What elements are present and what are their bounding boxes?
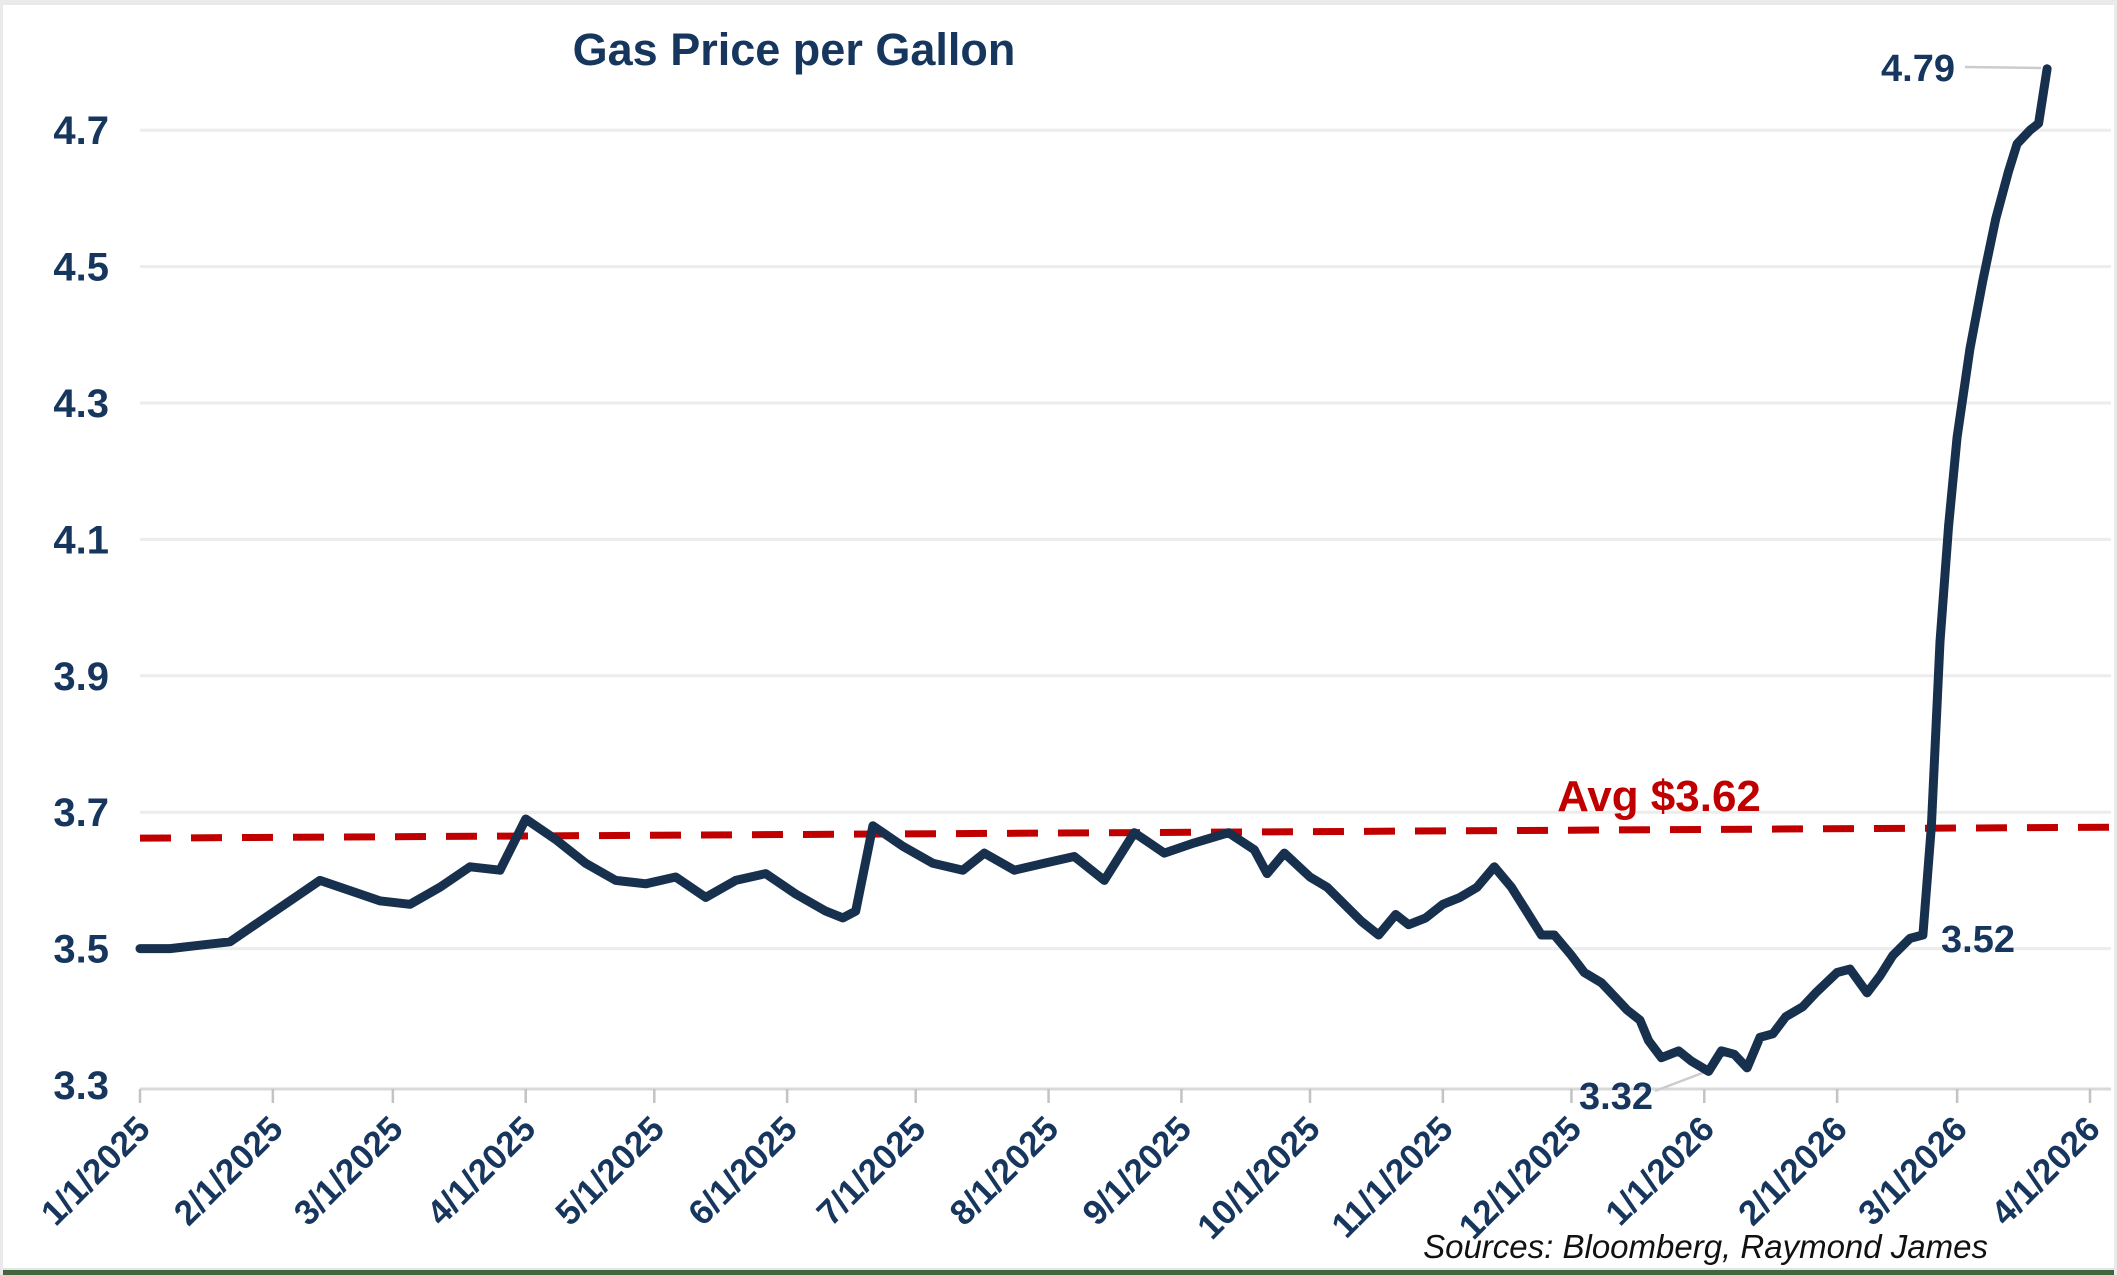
bottom-divider-line: [3, 1268, 2114, 1270]
x-tick-label: 2/1/2025: [167, 1109, 291, 1233]
avg-line-label: Avg $3.62: [1557, 772, 1761, 821]
x-tick-label: 3/1/2025: [287, 1109, 411, 1233]
y-tick-label: 4.7: [53, 109, 109, 153]
x-tick-label: 4/1/2026: [1984, 1109, 2108, 1233]
chart-title: Gas Price per Gallon: [573, 24, 1016, 75]
x-tick-label: 12/1/2025: [1451, 1109, 1589, 1247]
bottom-green-bar: [3, 1270, 2114, 1275]
price-line: [135, 64, 2052, 1076]
source-note: Sources: Bloomberg, Raymond James: [1423, 1228, 1988, 1265]
gridlines: [140, 128, 2111, 951]
annotation-low-value: 3.32: [1579, 1076, 1653, 1118]
y-tick-label: 3.3: [53, 1064, 109, 1108]
annotation-low-leader-line: [1654, 1070, 1706, 1093]
y-tick-label: 4.3: [53, 382, 109, 426]
annotation-high-value: 4.79: [1881, 48, 1955, 90]
x-tick-label: 8/1/2025: [942, 1109, 1066, 1233]
y-tick-label: 3.5: [53, 928, 109, 972]
x-tick-label: 1/1/2026: [1598, 1109, 1722, 1233]
y-tick-label: 4.5: [53, 246, 109, 290]
x-tick-label: 10/1/2025: [1190, 1109, 1328, 1247]
annotation-prespike-value: 3.52: [1941, 919, 2015, 961]
x-tick-label: 2/1/2026: [1731, 1109, 1855, 1233]
x-tick-label: 7/1/2025: [809, 1109, 933, 1233]
y-axis-labels: 3.3 3.5 3.7 3.9 4.1 4.3 4.5 4.7: [53, 109, 109, 1108]
x-tick-label: 11/1/2025: [1324, 1109, 1460, 1245]
y-tick-label: 3.7: [53, 791, 109, 835]
x-tick-label: 3/1/2026: [1851, 1109, 1975, 1233]
average-dashed-line: [139, 823, 2112, 842]
y-tick-label: 4.1: [53, 518, 109, 562]
x-tick-label: 1/1/2025: [34, 1109, 158, 1233]
x-tick-label: 5/1/2025: [548, 1109, 672, 1233]
x-tick-label: 9/1/2025: [1075, 1109, 1199, 1233]
y-tick-label: 3.9: [53, 655, 109, 699]
x-tick-label: 4/1/2025: [419, 1109, 543, 1233]
x-axis: [138, 1087, 2111, 1103]
average-line: [139, 823, 2112, 842]
x-tick-label: 6/1/2025: [681, 1109, 805, 1233]
annotation-high-leader-line: [1964, 65, 2042, 70]
price-line-series: [135, 64, 2052, 1076]
